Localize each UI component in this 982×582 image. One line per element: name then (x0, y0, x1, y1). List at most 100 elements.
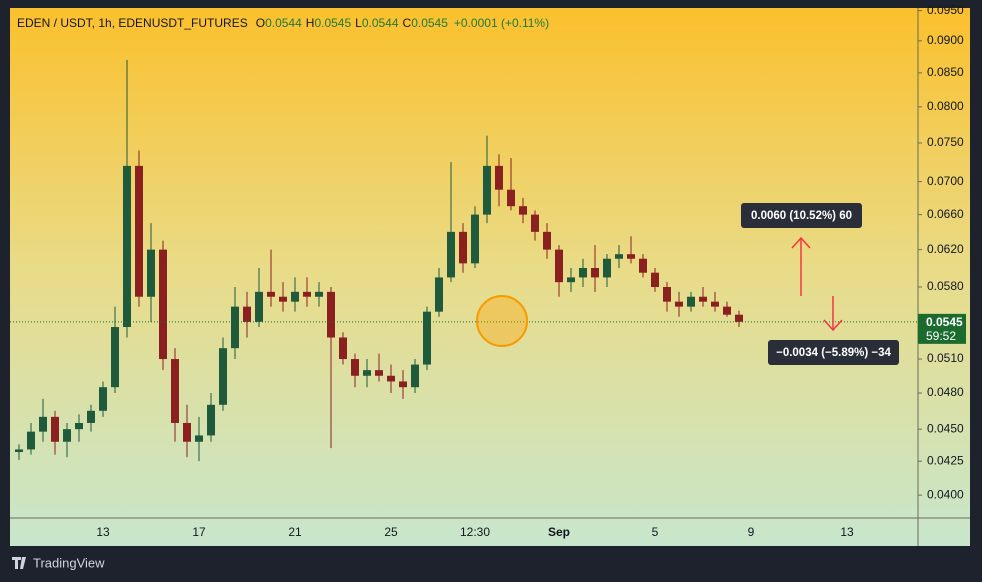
ohlc-value: 0.0545 (314, 16, 351, 30)
y-tick-label: 0.0510 (927, 351, 964, 365)
y-tick-label: 0.0950 (927, 3, 964, 17)
ohlc-key: C (403, 16, 412, 30)
candle-body (315, 291, 323, 297)
x-tick-label: 5 (652, 525, 659, 539)
y-tick-label: 0.0850 (927, 65, 964, 79)
candle-body (687, 296, 695, 307)
candle-body (351, 359, 359, 376)
candle-body (63, 429, 71, 442)
brand: TradingView (12, 555, 105, 570)
candle-body (99, 387, 107, 411)
candle-body (183, 422, 191, 442)
y-tick-label: 0.0400 (927, 487, 964, 501)
candle-body (711, 301, 719, 307)
candle-body (543, 231, 551, 250)
candle-body (243, 306, 251, 322)
candle-body (219, 348, 227, 405)
y-tick-label: 0.0800 (927, 99, 964, 113)
candle-body (123, 165, 131, 328)
x-tick-label: 13 (840, 525, 854, 539)
candle-body (231, 306, 239, 349)
candle-body (735, 314, 743, 322)
candle-body (339, 337, 347, 360)
candle-body (195, 435, 203, 442)
candle-body (663, 286, 671, 302)
candle-body (435, 277, 443, 312)
candle-body (51, 416, 59, 442)
candle-body (159, 249, 167, 360)
annotation-box (768, 340, 899, 365)
header: EDEN / USDT, 1h, EDENUSDT_FUTURES O0.0544… (17, 16, 549, 30)
annotation: 0.0060 (10.52%) 60 (751, 210, 852, 222)
y-tick-label: 0.0620 (927, 242, 964, 256)
candle-body (291, 291, 299, 302)
x-tick-label: 21 (288, 525, 302, 539)
candle-body (15, 449, 23, 453)
candle-body (39, 416, 47, 432)
candle-body (447, 231, 455, 278)
candle-body (135, 165, 143, 297)
x-tick-label: 13 (96, 525, 110, 539)
candle-body (507, 189, 515, 207)
x-tick-label: 17 (192, 525, 206, 539)
y-tick-label: 0.0900 (927, 33, 964, 47)
axes: 0.0950 0.0900 0.0850 0.0800 0.0750 0.0700 0.06… (96, 3, 966, 539)
candle-body (555, 249, 563, 283)
candle-body (279, 296, 287, 302)
candle-body (303, 291, 311, 297)
candle-body (399, 381, 407, 388)
candle-body (615, 254, 623, 259)
last-price-label: 0.0545 (926, 315, 963, 329)
x-tick-label: Sep (548, 525, 570, 539)
candle-body (651, 272, 659, 287)
circle-marker (476, 295, 528, 347)
symbol: EDEN / USDT, 1h, EDENUSDT_FUTURES (17, 16, 248, 30)
x-tick-label: 9 (748, 525, 755, 539)
candle-body (567, 277, 575, 283)
arrow-down (823, 296, 843, 332)
candle-body (75, 422, 83, 430)
candle-body (255, 291, 263, 322)
ohlc-key: L (355, 16, 362, 30)
chart-background (10, 8, 970, 546)
ohlc-value: 0.0544 (265, 16, 302, 30)
x-tick-label: 12:30 (460, 525, 490, 539)
y-tick-label: 0.0450 (927, 421, 964, 435)
candle-body (27, 431, 35, 450)
arrow-up (791, 236, 811, 296)
candle-body (459, 231, 467, 264)
ohlc-key: H (306, 16, 315, 30)
candle-body (723, 306, 731, 315)
candle-body (639, 258, 647, 273)
candle-body (147, 249, 155, 297)
y-tick-label: 0.0750 (927, 135, 964, 149)
y-tick-label: 0.0700 (927, 174, 964, 188)
candle-body (207, 404, 215, 436)
countdown: 59:52 (926, 329, 956, 343)
y-tick-label: 0.0480 (927, 385, 964, 399)
candle-body (519, 206, 527, 215)
y-tick-label: 0.0425 (927, 453, 964, 467)
candle-body (375, 370, 383, 376)
candle-body (495, 165, 503, 190)
ohlc-value: 0.0544 (362, 16, 399, 30)
candle-body (603, 258, 611, 278)
candle-body (531, 214, 539, 232)
candle-body (267, 291, 275, 297)
ohlc-value: 0.0545 (411, 16, 448, 30)
annotation-box (741, 203, 862, 228)
candle-body (627, 254, 635, 259)
candle-body (471, 214, 479, 264)
candle-body (411, 364, 419, 388)
candle-body (111, 327, 119, 388)
candle-body (483, 165, 491, 215)
candle-body (423, 311, 431, 365)
candle-body (387, 375, 395, 382)
candle-body (87, 410, 95, 423)
candle-body (675, 301, 683, 307)
candle-body (579, 268, 587, 278)
annotation: −0.0034 (−5.89%) −34 (776, 347, 891, 359)
y-tick-label: 0.0580 (927, 279, 964, 293)
candle-body (327, 291, 335, 338)
